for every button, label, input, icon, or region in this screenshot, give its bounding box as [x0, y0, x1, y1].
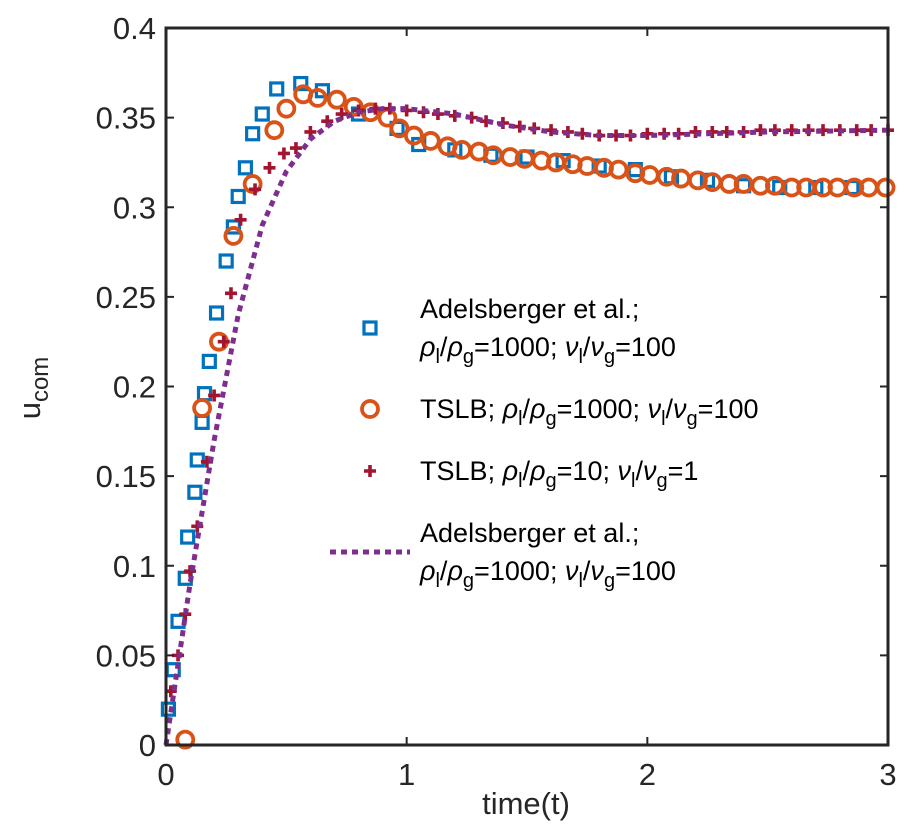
- square-marker: [180, 529, 196, 545]
- legend-label: Adelsberger et al.; ρl/ρg=1000; νl/νg=100: [419, 294, 676, 368]
- circle-marker: [403, 125, 424, 146]
- y-tick-label: 0.1: [113, 549, 156, 584]
- legend-line: Adelsberger et al.;: [420, 294, 639, 324]
- square-marker: [208, 305, 225, 321]
- square-marker: [187, 484, 203, 500]
- y-tick-label: 0.4: [113, 11, 156, 46]
- circle-marker: [420, 131, 441, 151]
- y-tick-label: 0.05: [96, 638, 156, 673]
- x-tick-label: 3: [879, 757, 896, 792]
- y-axis-label-sub: com: [27, 357, 54, 402]
- circle-marker: [875, 177, 896, 198]
- legend-square: [362, 320, 378, 336]
- circle-marker: [326, 89, 347, 110]
- y-axis-label: ucom: [12, 357, 54, 420]
- legend-label: Adelsberger et al.; ρl/ρg=1000; νl/νg=100: [419, 518, 676, 592]
- square-marker: [237, 160, 254, 176]
- legend-line: ρl/ρg=1000; νl/νg=100: [419, 556, 676, 592]
- y-tick-label: 0.35: [96, 101, 156, 136]
- square-marker: [254, 106, 270, 122]
- legend-marker: [362, 320, 378, 336]
- plus-marker: [208, 389, 221, 402]
- legend-marker: [360, 399, 380, 419]
- legend-marker: [364, 465, 376, 477]
- dotted-line: [163, 106, 889, 746]
- legend-line: TSLB; ρl/ρg=10; νl/νg=1: [420, 456, 698, 492]
- plus-marker: [263, 161, 276, 174]
- y-axis-label-base: u: [12, 402, 47, 419]
- y-tick-label: 0.15: [96, 459, 156, 494]
- circle-marker: [343, 96, 364, 117]
- plus-marker: [304, 125, 317, 138]
- circle-marker: [276, 98, 297, 119]
- y-tick-label: 0: [139, 728, 156, 763]
- x-tick-label: 1: [398, 757, 415, 792]
- plus-marker: [277, 147, 290, 160]
- x-tick-label: 0: [157, 757, 174, 792]
- legend-circle: [360, 399, 380, 419]
- circle-marker: [175, 729, 196, 750]
- square-marker: [293, 75, 309, 92]
- plus-marker: [335, 108, 348, 121]
- legend-plus: [364, 465, 376, 477]
- x-tick-label: 2: [639, 757, 656, 792]
- y-tick-label: 0.2: [113, 370, 156, 405]
- plus-marker: [217, 335, 230, 348]
- square-marker: [201, 353, 217, 370]
- circle-marker: [192, 398, 213, 418]
- plus-marker: [234, 213, 247, 226]
- square-marker: [160, 701, 177, 717]
- plus-marker: [289, 142, 302, 155]
- plot-frame: [164, 26, 890, 747]
- square-marker: [269, 81, 285, 97]
- y-tick-label: 0.3: [113, 190, 156, 225]
- circle-marker: [223, 226, 244, 246]
- legend-line: Adelsberger et al.;: [420, 518, 639, 548]
- square-marker: [194, 414, 210, 430]
- square-marker: [225, 219, 241, 235]
- x-axis-label: time(t): [482, 786, 570, 821]
- circle-marker: [264, 120, 285, 141]
- circle-marker: [307, 88, 328, 108]
- legend-label: TSLB; ρl/ρg=10; νl/νg=1: [420, 456, 698, 492]
- legend-label: TSLB; ρl/ρg=1000; νl/νg=100: [420, 394, 759, 430]
- legend-line: ρl/ρg=1000; νl/νg=100: [419, 332, 676, 368]
- square-marker: [245, 126, 261, 142]
- y-tick-label: 0.25: [96, 280, 156, 315]
- circle-marker: [242, 174, 263, 194]
- plus-marker: [249, 183, 262, 196]
- square-marker: [218, 253, 234, 269]
- legend-line: TSLB; ρl/ρg=1000; νl/νg=100: [420, 394, 759, 430]
- plus-marker: [224, 287, 237, 300]
- square-marker: [230, 188, 246, 205]
